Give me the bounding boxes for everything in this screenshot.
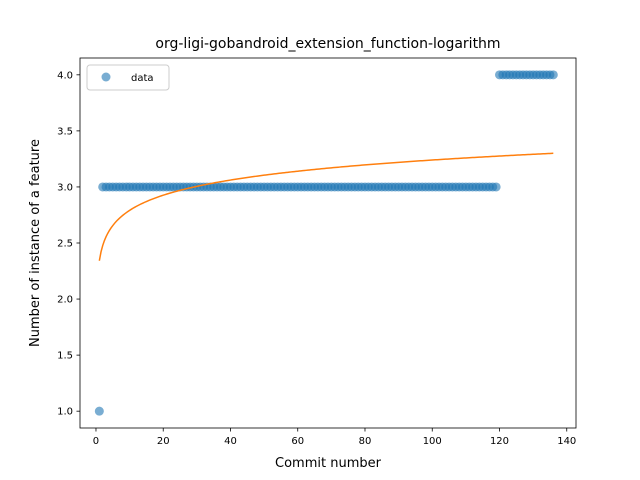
x-tick-label: 120 — [490, 436, 509, 447]
legend-marker-data — [101, 72, 111, 82]
x-tick-label: 0 — [93, 436, 99, 447]
series-layer — [94, 70, 558, 416]
legend-label-data: data — [131, 73, 154, 84]
plot-area — [80, 58, 576, 428]
x-tick-label: 100 — [423, 436, 442, 447]
y-tick-label: 4.0 — [57, 70, 73, 81]
x-axis-label: Commit number — [275, 456, 382, 471]
y-tick-label: 1.0 — [57, 407, 73, 418]
x-tick-label: 40 — [224, 436, 237, 447]
y-tick-label: 2.5 — [57, 239, 73, 250]
x-axis-ticks: 0 20 40 60 80 100 120 140 — [93, 428, 576, 447]
y-tick-label: 3.0 — [57, 182, 73, 193]
x-tick-label: 140 — [557, 436, 576, 447]
x-tick-label: 20 — [157, 436, 170, 447]
x-tick-label: 60 — [291, 436, 304, 447]
plot-frame — [79, 57, 577, 429]
data-point — [491, 182, 501, 192]
legend: data — [86, 64, 170, 91]
legend-box — [86, 64, 170, 91]
y-tick-label: 3.5 — [57, 126, 73, 137]
data-point — [94, 406, 104, 416]
fit-line — [98, 152, 554, 261]
y-axis-ticks: 1.0 1.5 2.0 2.5 3.0 3.5 4.0 — [57, 70, 80, 418]
y-tick-label: 1.5 — [57, 351, 73, 362]
y-tick-label: 2.0 — [57, 295, 73, 306]
chart-title: org-ligi-gobandroid_extension_function-l… — [155, 36, 500, 52]
y-axis-label: Number of instance of a feature — [28, 139, 43, 347]
x-tick-label: 80 — [359, 436, 372, 447]
data-point — [548, 70, 558, 80]
